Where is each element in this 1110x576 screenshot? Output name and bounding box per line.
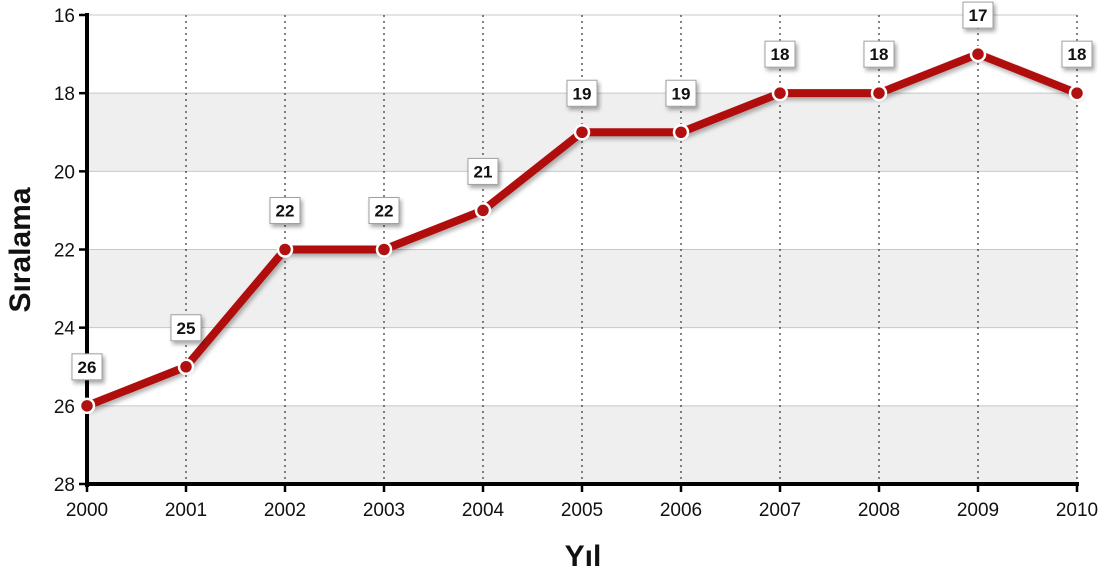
data-label: 26 [71, 353, 103, 381]
data-label-box [665, 79, 697, 107]
x-tick-label: 2009 [957, 500, 999, 521]
data-label-text: 18 [1068, 45, 1087, 64]
data-label-box [764, 40, 796, 68]
data-label-text: 19 [573, 84, 592, 103]
data-label: 18 [764, 40, 796, 68]
x-tick-label: 2001 [165, 500, 207, 521]
data-label-box [566, 79, 598, 107]
y-axis-ticks: 16 18 20 22 24 26 28 [54, 6, 87, 496]
data-point [573, 124, 591, 141]
y-tick-label: 16 [54, 6, 75, 27]
data-labels: 26 25 22 22 21 19 19 18 18 17 18 [71, 1, 1093, 381]
data-label-box [1061, 40, 1093, 68]
x-tick-label: 2004 [462, 500, 505, 521]
data-label: 19 [566, 79, 598, 107]
data-point [1068, 84, 1086, 102]
data-label-box [863, 40, 895, 68]
y-tick-label: 22 [54, 241, 75, 262]
data-point [474, 202, 492, 219]
data-label-text: 17 [969, 6, 988, 25]
y-axis-title: Sıralama [4, 187, 37, 312]
data-label-box [170, 314, 202, 342]
data-label-text: 26 [78, 358, 97, 377]
data-label: 19 [665, 79, 697, 107]
data-label-text: 19 [672, 84, 691, 103]
x-tick-label: 2000 [66, 500, 108, 521]
data-label-text: 25 [177, 319, 196, 338]
y-tick-label: 28 [54, 475, 75, 496]
background-bands [87, 93, 1077, 484]
x-axis-ticks: 2000 2001 2002 2003 2004 2005 2006 2007 2008 2009… [66, 484, 1098, 521]
x-tick-label: 2008 [858, 500, 900, 521]
data-point [375, 241, 393, 258]
x-tick-label: 2010 [1056, 500, 1098, 521]
data-point [276, 241, 294, 258]
data-points [78, 45, 1086, 415]
data-label: 22 [269, 197, 301, 224]
x-axis-title: Yıl [565, 540, 602, 573]
x-tick-label: 2006 [660, 500, 702, 521]
data-label: 18 [1061, 40, 1093, 68]
data-label-text: 21 [474, 162, 493, 181]
data-label-box [71, 353, 103, 381]
data-point [969, 45, 987, 63]
data-label: 18 [863, 40, 895, 68]
data-label: 25 [170, 314, 202, 342]
data-point [870, 84, 888, 102]
data-label: 21 [467, 157, 499, 185]
data-label-box [467, 157, 499, 185]
data-label-box [368, 197, 400, 224]
x-tick-label: 2003 [363, 500, 405, 521]
data-point [672, 124, 690, 141]
data-label-box [962, 1, 994, 29]
x-tick-label: 2007 [759, 500, 801, 521]
data-label: 17 [962, 1, 994, 29]
y-tick-label: 20 [54, 162, 75, 183]
data-point [771, 84, 789, 102]
data-label-text: 18 [771, 45, 790, 64]
y-tick-label: 24 [54, 319, 76, 340]
y-tick-label: 18 [54, 84, 75, 105]
data-label: 22 [368, 197, 400, 224]
data-point [78, 397, 96, 415]
data-label-text: 22 [375, 202, 394, 221]
data-label-box [269, 197, 301, 224]
x-tick-label: 2002 [264, 500, 306, 521]
data-point [177, 358, 195, 375]
data-label-text: 18 [870, 45, 889, 64]
data-label-text: 22 [276, 202, 295, 221]
x-tick-label: 2005 [561, 500, 603, 521]
y-tick-label: 26 [54, 397, 75, 418]
